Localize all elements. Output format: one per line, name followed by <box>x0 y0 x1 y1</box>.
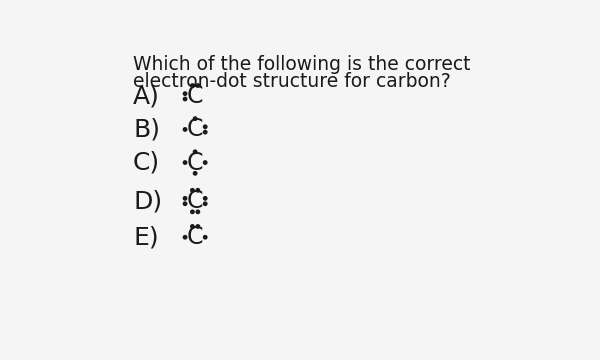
Circle shape <box>203 125 207 129</box>
Text: D): D) <box>133 189 162 213</box>
Text: C: C <box>187 117 203 141</box>
Circle shape <box>196 225 200 228</box>
Circle shape <box>203 235 207 239</box>
Circle shape <box>203 161 207 164</box>
Circle shape <box>193 117 197 120</box>
Circle shape <box>184 92 187 95</box>
Circle shape <box>191 84 194 87</box>
Text: C: C <box>187 189 203 213</box>
Circle shape <box>191 210 194 213</box>
Text: C: C <box>187 225 203 249</box>
Circle shape <box>193 172 197 175</box>
Circle shape <box>184 197 187 200</box>
Text: electron-dot structure for carbon?: electron-dot structure for carbon? <box>133 72 451 91</box>
Text: A): A) <box>133 84 160 108</box>
Circle shape <box>193 150 197 153</box>
Text: C: C <box>187 84 203 108</box>
Circle shape <box>184 128 187 131</box>
Circle shape <box>196 84 200 87</box>
Circle shape <box>184 97 187 101</box>
Circle shape <box>191 189 194 192</box>
Circle shape <box>203 130 207 134</box>
Text: B): B) <box>133 117 160 141</box>
Text: E): E) <box>133 225 159 249</box>
Circle shape <box>184 202 187 206</box>
Text: C): C) <box>133 150 160 175</box>
Circle shape <box>196 210 200 213</box>
Circle shape <box>203 197 207 200</box>
Text: C: C <box>187 150 203 175</box>
Circle shape <box>184 235 187 239</box>
Text: Which of the following is the correct: Which of the following is the correct <box>133 55 470 74</box>
Circle shape <box>191 225 194 228</box>
Circle shape <box>203 202 207 206</box>
Circle shape <box>184 161 187 164</box>
Circle shape <box>196 189 200 192</box>
